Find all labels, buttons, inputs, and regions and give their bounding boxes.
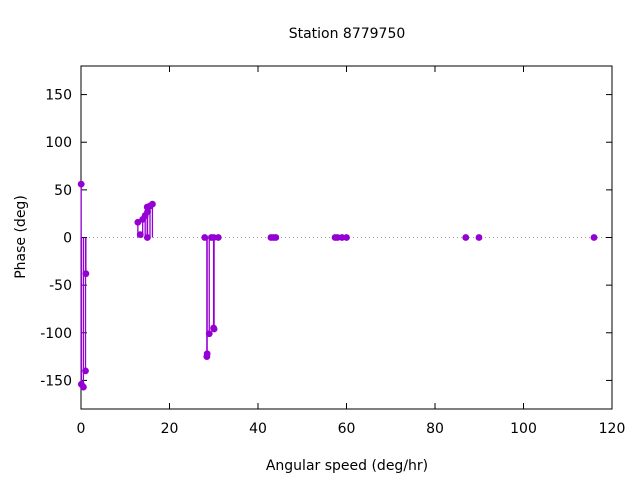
y-axis-label: Phase (deg): [13, 195, 29, 279]
y-tick-label: -150: [40, 373, 72, 389]
y-tick-label: 100: [45, 135, 72, 151]
data-point: [343, 234, 350, 241]
x-tick-label: 60: [338, 421, 356, 437]
y-tick-label: -50: [49, 278, 72, 294]
y-tick-label: 50: [54, 183, 72, 199]
data-point: [136, 231, 144, 239]
data-point: [144, 208, 151, 216]
data-point: [77, 180, 85, 188]
data-point: [79, 383, 87, 391]
x-tick-label: 80: [426, 421, 444, 437]
data-point: [272, 234, 280, 241]
data-point: [214, 234, 222, 241]
data-point: [475, 234, 483, 241]
data-point: [462, 234, 470, 241]
x-tick-label: 20: [161, 421, 179, 437]
data-point: [205, 330, 213, 338]
x-tick-label: 120: [599, 421, 626, 437]
data-point: [210, 325, 218, 333]
data-point: [203, 350, 211, 358]
y-tick-label: -100: [40, 326, 72, 342]
data-point: [82, 270, 90, 278]
x-tick-label: 0: [77, 421, 86, 437]
x-tick-label: 100: [510, 421, 537, 437]
data-point: [82, 367, 89, 375]
y-tick-label: 150: [45, 88, 72, 104]
chart-title: Station 8779750: [289, 26, 406, 42]
y-tick-label: 0: [63, 231, 72, 247]
x-tick-label: 40: [249, 421, 267, 437]
plot-area: 0 20 40 60 80 100 120 -150 -100 -50 0 50 100 150: [40, 65, 626, 437]
x-axis-label: Angular speed (deg/hr): [266, 458, 428, 474]
data-point: [590, 234, 598, 241]
data-point: [149, 200, 156, 208]
